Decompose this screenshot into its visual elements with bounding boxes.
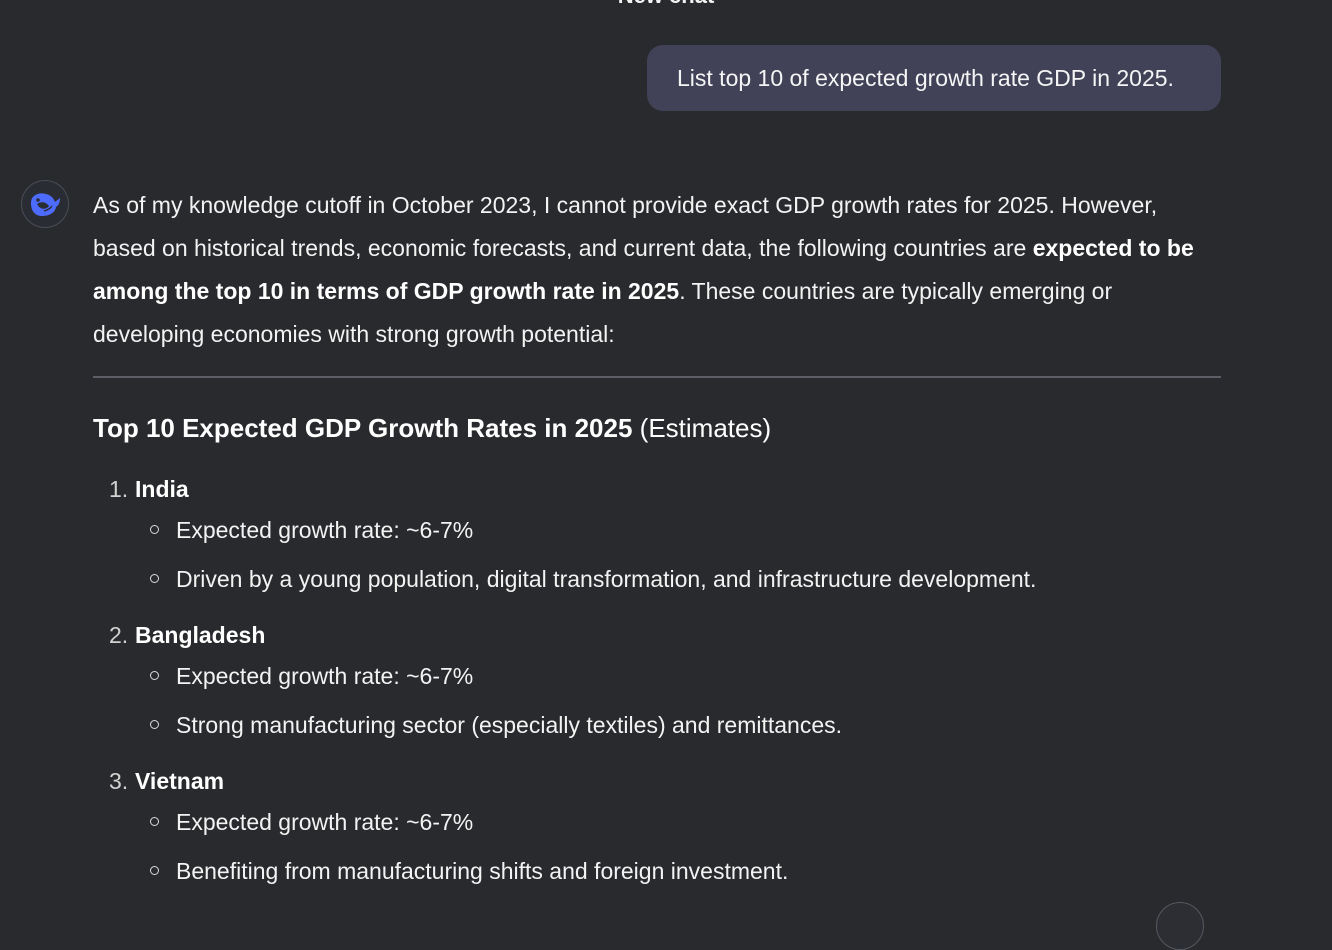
country-details: Expected growth rate: ~6-7% Strong manuf…: [93, 652, 1221, 750]
country-item: 2. Bangladesh Expected growth rate: ~6-7…: [93, 618, 1221, 750]
country-item: 3. Vietnam Expected growth rate: ~6-7% B…: [93, 764, 1221, 896]
country-item: 1. India Expected growth rate: ~6-7% Dri…: [93, 472, 1221, 604]
detail-text: Driven by a young population, digital tr…: [176, 566, 1037, 592]
country-heading: 2. Bangladesh: [93, 618, 1221, 652]
section-divider: [93, 376, 1221, 378]
hollow-bullet-icon: [150, 525, 159, 534]
intro-paragraph: As of my knowledge cutoff in October 202…: [93, 184, 1221, 356]
hollow-bullet-icon: [150, 720, 159, 729]
detail-text: Benefiting from manufacturing shifts and…: [176, 858, 789, 884]
scroll-to-bottom-button[interactable]: [1156, 902, 1204, 950]
detail-text: Strong manufacturing sector (especially …: [176, 712, 843, 738]
section-heading-bold: Top 10 Expected GDP Growth Rates in 2025: [93, 413, 633, 443]
intro-text-part1: As of my knowledge cutoff in October 202…: [93, 192, 1158, 261]
detail-text: Expected growth rate: ~6-7%: [176, 517, 474, 543]
section-heading: Top 10 Expected GDP Growth Rates in 2025…: [93, 412, 1221, 444]
country-number: 3.: [109, 768, 129, 794]
user-message-bubble: List top 10 of expected growth rate GDP …: [647, 45, 1221, 111]
detail-item: Expected growth rate: ~6-7%: [93, 506, 1221, 555]
intro-bold-text: expected to be among the top 10 in terms…: [93, 235, 1194, 304]
country-number: 2.: [109, 622, 129, 648]
hollow-bullet-icon: [150, 574, 159, 583]
whale-logo-icon: [31, 193, 60, 216]
intro-text-part2: . These countries are typically emerging…: [93, 278, 1113, 347]
country-details: Expected growth rate: ~6-7% Benefiting f…: [93, 798, 1221, 896]
country-list: 1. India Expected growth rate: ~6-7% Dri…: [93, 472, 1221, 896]
chat-title: New chat: [0, 0, 1332, 8]
hollow-bullet-icon: [150, 866, 159, 875]
country-name: India: [135, 476, 189, 502]
country-heading: 3. Vietnam: [93, 764, 1221, 798]
hollow-bullet-icon: [150, 671, 159, 680]
country-name: Vietnam: [135, 768, 225, 794]
detail-item: Strong manufacturing sector (especially …: [93, 701, 1221, 750]
user-message-text: List top 10 of expected growth rate GDP …: [677, 65, 1174, 91]
hollow-bullet-icon: [150, 817, 159, 826]
detail-text: Expected growth rate: ~6-7%: [176, 663, 474, 689]
assistant-response: As of my knowledge cutoff in October 202…: [93, 184, 1221, 896]
country-number: 1.: [109, 476, 129, 502]
country-name: Bangladesh: [135, 622, 266, 648]
assistant-avatar: [21, 180, 69, 228]
detail-item: Expected growth rate: ~6-7%: [93, 652, 1221, 701]
detail-item: Benefiting from manufacturing shifts and…: [93, 847, 1221, 896]
country-details: Expected growth rate: ~6-7% Driven by a …: [93, 506, 1221, 604]
detail-item: Driven by a young population, digital tr…: [93, 555, 1221, 604]
detail-item: Expected growth rate: ~6-7%: [93, 798, 1221, 847]
detail-text: Expected growth rate: ~6-7%: [176, 809, 474, 835]
country-heading: 1. India: [93, 472, 1221, 506]
section-heading-suffix: (Estimates): [632, 413, 772, 443]
